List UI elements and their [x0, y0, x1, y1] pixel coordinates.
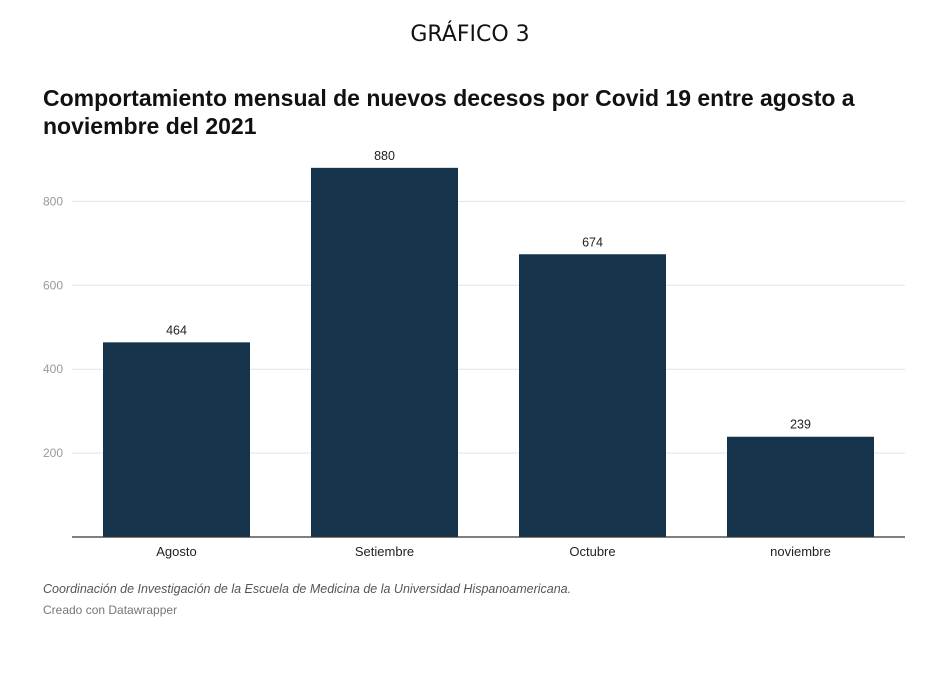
value-label: 674: [582, 235, 603, 249]
x-tick-label: Agosto: [156, 544, 196, 559]
chart-title: Comportamiento mensual de nuevos decesos…: [43, 85, 855, 139]
y-tick-label: 600: [43, 278, 63, 292]
value-label: 239: [790, 418, 811, 432]
x-tick-label: Octubre: [569, 544, 615, 559]
x-tick-labels: Agosto Setiembre Octubre noviembre: [156, 544, 831, 559]
value-labels: 464 880 674 239: [166, 149, 811, 432]
x-tick-label: noviembre: [770, 544, 831, 559]
y-tick-labels: 200 400 600 800: [43, 194, 63, 460]
y-tick-label: 400: [43, 362, 63, 376]
bar-octubre: [519, 254, 666, 537]
source-note: Coordinación de Investigación de la Escu…: [43, 582, 572, 596]
value-label: 880: [374, 149, 395, 163]
x-tick-label: Setiembre: [355, 544, 414, 559]
credit-link[interactable]: Creado con Datawrapper: [43, 603, 178, 617]
value-label: 464: [166, 323, 187, 337]
bar-setiembre: [311, 167, 458, 537]
y-tick-label: 800: [43, 194, 63, 208]
bar-agosto: [103, 342, 250, 537]
figure-label: GRÁFICO 3: [410, 22, 530, 47]
y-tick-label: 200: [43, 446, 63, 460]
bar-noviembre: [727, 436, 874, 537]
bars: [103, 167, 874, 537]
